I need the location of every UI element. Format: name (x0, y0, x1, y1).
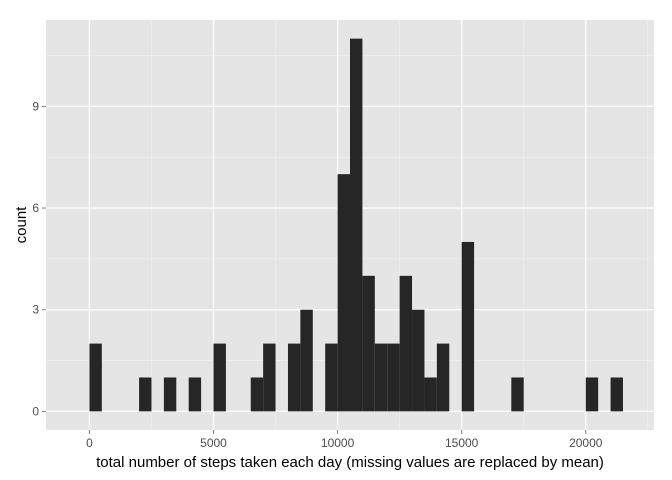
histogram-bar (325, 343, 338, 412)
y-tick-label: 0 (32, 404, 39, 418)
x-tick-label: 5000 (200, 436, 227, 450)
histogram-bar (424, 377, 437, 412)
histogram-bar (163, 377, 177, 412)
histogram-bar (374, 343, 388, 412)
y-tick-label: 6 (32, 201, 39, 215)
histogram-bar (300, 309, 313, 412)
x-axis-title: total number of steps taken each day (mi… (96, 454, 604, 471)
y-tick-label: 3 (32, 303, 39, 317)
histogram-bar (350, 38, 363, 412)
x-tick-label: 10000 (321, 436, 355, 450)
histogram-bar (139, 377, 152, 412)
y-axis-ticks: 0 3 6 9 (32, 99, 46, 418)
histogram-bar (412, 309, 425, 412)
histogram-bars (89, 38, 623, 412)
histogram-bar (461, 241, 475, 412)
histogram-bar (610, 377, 623, 412)
x-tick-label: 0 (86, 436, 93, 450)
x-tick-label: 15000 (445, 436, 479, 450)
y-tick-label: 9 (32, 99, 39, 113)
histogram-bar (399, 275, 413, 412)
histogram-bar (362, 275, 375, 412)
histogram-bar (337, 174, 350, 412)
histogram-bar (387, 343, 400, 412)
histogram-bar (213, 343, 226, 412)
histogram-bar (89, 343, 102, 412)
x-tick-label: 20000 (569, 436, 603, 450)
histogram-bar (436, 343, 450, 412)
histogram-bar (585, 377, 599, 412)
x-axis-ticks: 0 5000 10000 15000 20000 (86, 430, 603, 450)
histogram-bar (287, 343, 301, 412)
histogram-bar (511, 377, 524, 412)
histogram-bar (250, 377, 264, 412)
histogram-bar (188, 377, 202, 412)
histogram-bar (263, 343, 276, 412)
y-axis-title: count (13, 206, 30, 244)
